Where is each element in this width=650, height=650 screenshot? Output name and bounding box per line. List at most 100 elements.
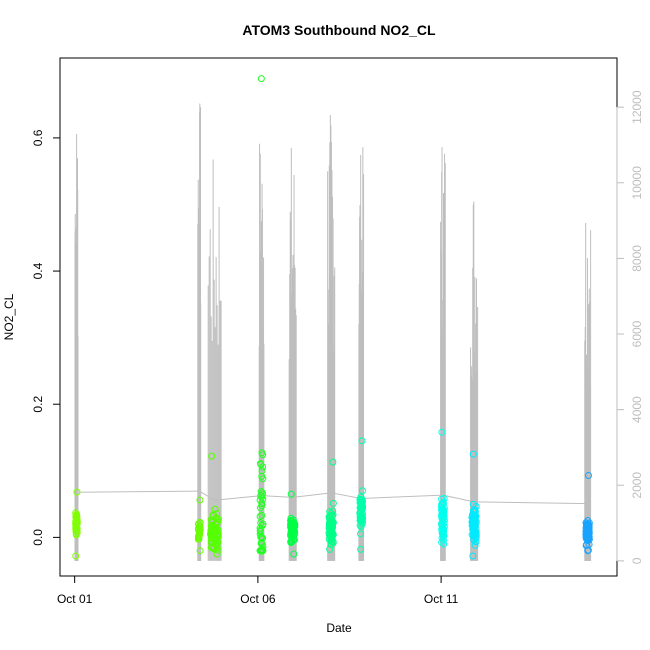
data-point (357, 508, 365, 516)
data-point (358, 500, 366, 508)
data-point (329, 507, 337, 515)
data-point (257, 504, 265, 512)
data-point (290, 550, 298, 558)
data-point (194, 520, 202, 528)
y2-connector (292, 492, 332, 498)
data-point (258, 493, 266, 501)
data-point (257, 75, 265, 83)
y-tick-label: 0.4 (31, 262, 45, 279)
data-point (72, 552, 80, 560)
data-point (72, 524, 80, 532)
y2-connector (474, 501, 588, 505)
y2-connector (331, 492, 362, 499)
data-point (470, 536, 478, 544)
data-point (196, 547, 204, 555)
y2-connector (361, 494, 443, 499)
plot-frame (59, 57, 618, 577)
data-point (583, 530, 591, 538)
data-point (288, 530, 296, 538)
data-point (358, 518, 366, 526)
data-point (256, 530, 264, 538)
y-axis: 0.0 0.2 0.4 0.6 (31, 129, 61, 546)
data-point (327, 529, 335, 537)
data-point (196, 518, 204, 526)
data-point (256, 526, 264, 534)
data-point (288, 527, 296, 535)
data-point (287, 538, 295, 546)
data-point (357, 530, 365, 538)
x-tick-label: Oct 11 (424, 592, 459, 606)
data-point (287, 490, 295, 498)
data-point (256, 547, 264, 555)
y2-connector (76, 490, 200, 493)
data-point (73, 488, 81, 496)
data-point (325, 513, 333, 521)
y-tick-label: 0.2 (31, 396, 45, 413)
secondary-series-lines (74, 103, 592, 561)
data-point (257, 460, 265, 468)
data-point (468, 518, 476, 526)
data-point (329, 499, 337, 507)
y-tick-label: 0.0 (31, 529, 45, 546)
y2-connector (261, 495, 293, 498)
data-point (583, 526, 591, 534)
data-point (196, 496, 204, 504)
data-point (358, 437, 366, 445)
data-point (438, 428, 446, 436)
data-point (258, 467, 266, 475)
data-point (290, 522, 298, 530)
data-point (287, 522, 295, 530)
data-point (209, 511, 217, 519)
x-tick-label: Oct 06 (240, 592, 276, 606)
data-point (259, 495, 267, 503)
y2-tick-label: 10000 (630, 166, 644, 200)
data-point (257, 539, 265, 547)
data-point (358, 487, 366, 495)
y2-tick-label: 4000 (630, 396, 644, 423)
chart-title: ATOM3 Southbound NO2_CL (242, 22, 436, 38)
y2-tick-label: 2000 (630, 472, 644, 499)
data-point (259, 451, 267, 459)
data-point (469, 450, 477, 458)
data-point (438, 538, 446, 546)
data-point (329, 458, 337, 466)
data-point (469, 552, 477, 560)
x-axis: Oct 01 Oct 06 Oct 11 (57, 575, 459, 606)
y2-tick-label: 0 (630, 557, 644, 564)
data-point (438, 501, 446, 509)
data-point (357, 545, 365, 553)
data-points (72, 75, 593, 560)
data-point (584, 471, 592, 479)
data-point (326, 545, 334, 553)
y2-tick-label: 6000 (630, 320, 644, 347)
data-point (214, 546, 222, 554)
data-point (325, 529, 333, 537)
data-point (213, 542, 221, 550)
data-point (208, 452, 216, 460)
data-point (585, 540, 593, 548)
data-point (329, 519, 337, 527)
data-point (258, 547, 266, 555)
y-tick-label: 0.6 (31, 129, 45, 146)
y-axis-label: NO2_CL (2, 293, 16, 340)
x-axis-label: Date (326, 621, 352, 635)
data-point (469, 500, 477, 508)
data-point (356, 495, 364, 503)
data-point (195, 528, 203, 536)
data-point (469, 511, 477, 519)
data-point (469, 526, 477, 534)
data-point (73, 516, 81, 524)
data-point (257, 519, 265, 527)
data-point (209, 532, 217, 540)
data-point (439, 526, 447, 534)
data-point (469, 507, 477, 515)
y2-tick-label: 8000 (630, 245, 644, 272)
y2-connector (198, 490, 215, 501)
data-point (208, 523, 216, 531)
data-point (73, 527, 81, 535)
data-point (440, 511, 448, 519)
data-point (472, 534, 480, 542)
y2-axis: 0 2000 4000 6000 8000 10000 12000 (616, 90, 644, 564)
data-point (582, 541, 590, 549)
data-point (357, 516, 365, 524)
